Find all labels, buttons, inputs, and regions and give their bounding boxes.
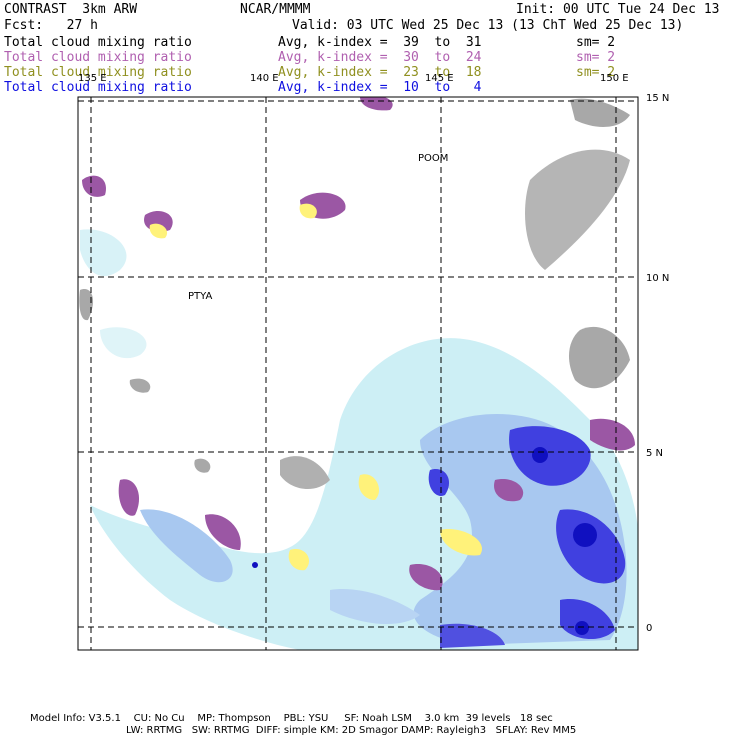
place-label-ptya: PTYA — [188, 291, 212, 302]
legend-name-3: Total cloud mixing ratio — [4, 65, 192, 80]
model-title: CONTRAST 3km ARW — [4, 2, 138, 17]
place-label-poom: POOM — [418, 153, 448, 164]
map-frame — [77, 96, 639, 651]
footer-physics-info: LW: RRTMG SW: RRTMG DIFF: simple KM: 2D … — [126, 725, 577, 736]
legend-index-3: Avg, k-index = 23 to 18 — [278, 65, 482, 80]
center-label: NCAR/MMMM — [240, 2, 311, 17]
legend-sm-2: sm= 2 — [576, 50, 616, 65]
graticule — [78, 97, 638, 650]
lat-label-10n: 10 N — [646, 273, 669, 284]
legend-name-1: Total cloud mixing ratio — [4, 35, 192, 50]
legend-name-2: Total cloud mixing ratio — [4, 50, 192, 65]
footer-model-info: Model Info: V3.5.1 CU: No Cu MP: Thompso… — [30, 713, 553, 724]
lat-label-0: 0 — [646, 623, 652, 634]
lon-label-145: 145 E — [425, 73, 454, 84]
legend-index-1: Avg, k-index = 39 to 31 — [278, 35, 482, 50]
legend-index-4: Avg, k-index = 10 to 4 — [278, 80, 482, 95]
lon-label-140: 140 E — [250, 73, 279, 84]
legend-name-4: Total cloud mixing ratio — [4, 80, 192, 95]
forecast-hour: Fcst: 27 h — [4, 18, 98, 33]
lon-label-150: 150 E — [600, 73, 629, 84]
cloud-fields — [79, 97, 638, 650]
init-time: Init: 00 UTC Tue 24 Dec 13 — [516, 2, 720, 17]
lat-label-15n: 15 N — [646, 93, 669, 104]
valid-time: Valid: 03 UTC Wed 25 Dec 13 (13 ChT Wed … — [292, 18, 684, 33]
lat-label-5n: 5 N — [646, 448, 663, 459]
legend-index-2: Avg, k-index = 30 to 24 — [278, 50, 482, 65]
legend-sm-3: sm= 2 — [576, 65, 616, 80]
legend-sm-1: sm= 2 — [576, 35, 616, 50]
lon-label-135: 135 E — [78, 73, 107, 84]
